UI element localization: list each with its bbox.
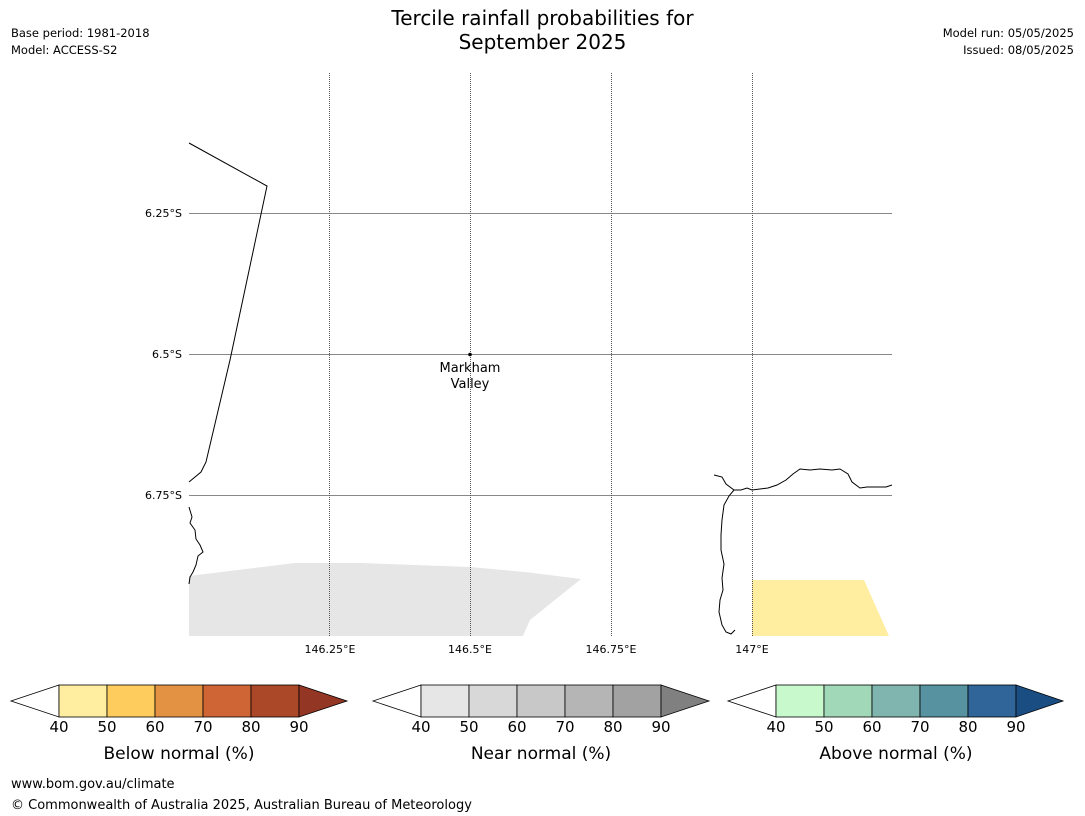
colorbar-below-segment-5: [250, 684, 300, 718]
colorbar-above-high-extend: [1015, 684, 1065, 718]
footer-copyright: © Commonwealth of Australia 2025, Austra…: [11, 798, 472, 813]
place-marker: [468, 352, 472, 357]
title-line-1: Tercile rainfall probabilities for: [391, 6, 694, 30]
lon-label-2: 146.5°E: [448, 643, 492, 656]
colorbar-above-segment-2: [823, 684, 873, 718]
colorbar-below-low-extend: [9, 684, 60, 718]
colorbar-below-segment-2: [106, 684, 156, 718]
colorbar-below-segment-4: [202, 684, 252, 718]
title-line-2: September 2025: [458, 30, 627, 54]
east-coastline: [713, 468, 893, 491]
colorbar-near-segment-4: [564, 684, 614, 718]
west-coastline: [188, 506, 204, 585]
issued-date: Issued: 08/05/2025: [963, 43, 1074, 57]
colorbar-below-segment-3: [154, 684, 204, 718]
place-label-line1: Markham: [440, 361, 501, 376]
colorbar-above-segment-3: [871, 684, 921, 718]
colorbar-below-high-extend: [298, 684, 349, 718]
lon-label-4: 147°E: [735, 643, 768, 656]
base-period: Base period: 1981-2018: [11, 26, 150, 40]
lat-label-2: 6.5°S: [152, 348, 182, 361]
model-name: Model: ACCESS-S2: [11, 43, 118, 57]
lat-label-3: 6.75°S: [145, 489, 182, 502]
colorbar-near-segment-1: [420, 684, 470, 718]
footer: www.bom.gov.au/climate © Commonwealth of…: [11, 774, 472, 816]
colorbar-above-segment-1: [775, 684, 825, 718]
model-run: Model run: 05/05/2025: [942, 26, 1074, 40]
lon-label-1: 146.25°E: [305, 643, 356, 656]
near-normal-region: [189, 563, 581, 636]
colorbar-near-segment-2: [468, 684, 518, 718]
colorbar-near-low-extend: [371, 684, 422, 718]
lat-label-1: 6.25°S: [145, 207, 182, 220]
latitude-gridlines: [189, 213, 892, 496]
river-line: [718, 489, 736, 635]
colorbar-near-segment-3: [516, 684, 566, 718]
map-title: Tercile rainfall probabilities for Septe…: [0, 6, 1085, 54]
below-normal-region: [752, 580, 889, 636]
place-label-line2: Valley: [451, 377, 490, 392]
colorbar-near-segment-5: [612, 684, 662, 718]
metadata-right: Model run: 05/05/2025 Issued: 08/05/2025: [943, 25, 1074, 59]
colorbar-above-segment-4: [919, 684, 969, 718]
colorbar-near-high-extend: [660, 684, 711, 718]
colorbar-above-low-extend: [726, 684, 777, 718]
metadata-left: Base period: 1981-2018 Model: ACCESS-S2: [11, 25, 150, 59]
colorbar-below-segment-1: [58, 684, 108, 718]
colorbar-above-segment-5: [967, 684, 1017, 718]
province-boundary-line: [188, 142, 268, 483]
lon-label-3: 146.75°E: [586, 643, 637, 656]
colorbars-group: [9, 684, 1065, 718]
footer-url: www.bom.gov.au/climate: [11, 777, 175, 792]
